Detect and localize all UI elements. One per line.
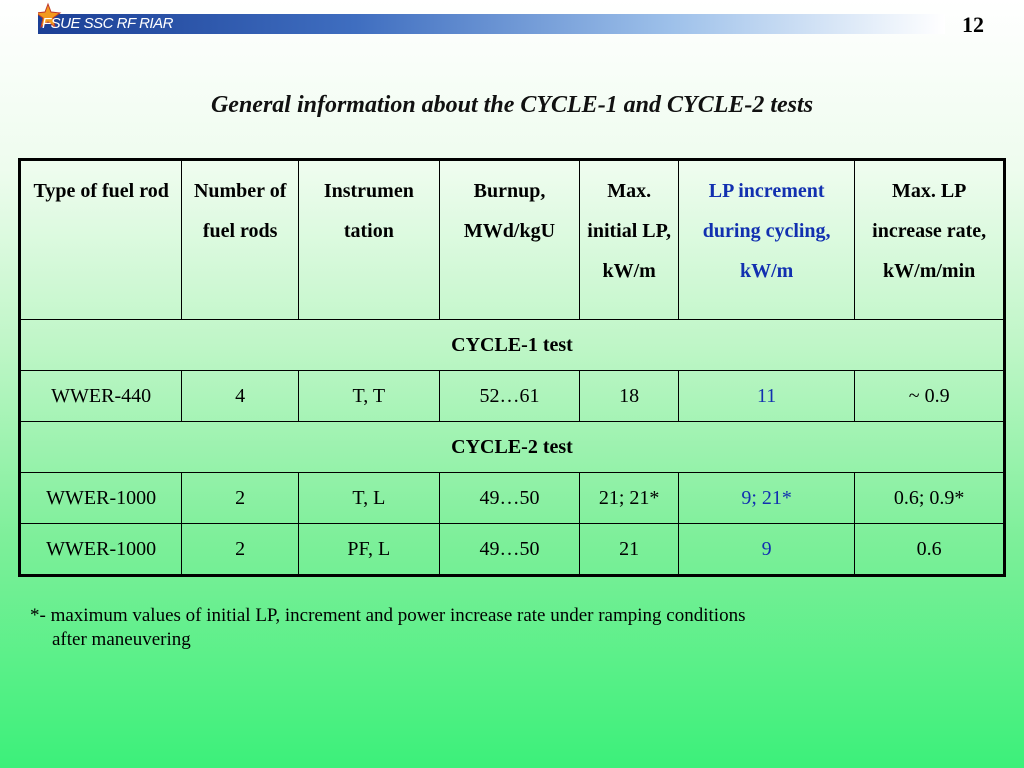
cell-lp-increment: 11 xyxy=(677,370,856,422)
cell-instrumentation: T, L xyxy=(298,472,440,524)
section-label: CYCLE-1 test xyxy=(19,319,1005,371)
cell-rod-count: 2 xyxy=(181,472,299,524)
column-header-rod-count: Number of fuel rods xyxy=(181,159,299,320)
column-header-instrumentation: Instrumen tation xyxy=(298,159,440,320)
column-header-max-lp-rate: Max. LP increase rate, kW/m/min xyxy=(854,159,1005,320)
footnote-line-1: *- maximum values of initial LP, increme… xyxy=(30,605,746,626)
column-header-lp-increment: LP increment during cycling, kW/m xyxy=(677,159,856,320)
section-row-cycle-1: CYCLE-1 test xyxy=(19,319,1005,371)
cell-fuel-rod-type: WWER-1000 xyxy=(18,523,183,576)
table-header-row: Type of fuel rod Number of fuel rods Ins… xyxy=(18,159,1005,320)
fuel-rod-tests-table: Type of fuel rod Number of fuel rods Ins… xyxy=(18,158,1006,577)
column-header-burnup: Burnup, MWd/kgU xyxy=(438,159,581,320)
cell-lp-increment: 9 xyxy=(677,523,856,576)
table-row: WWER-440 4 T, T 52…61 18 11 ~ 0.9 xyxy=(18,370,1005,422)
cell-rod-count: 4 xyxy=(181,370,299,422)
table-row: WWER-1000 2 PF, L 49…50 21 9 0.6 xyxy=(18,523,1005,576)
footnote: *- maximum values of initial LP, increme… xyxy=(30,604,930,652)
cell-max-lp-rate: ~ 0.9 xyxy=(854,370,1005,422)
cell-instrumentation: PF, L xyxy=(298,523,440,576)
cell-lp-increment: 9; 21* xyxy=(677,472,856,524)
table-row: WWER-1000 2 T, L 49…50 21; 21* 9; 21* 0.… xyxy=(18,472,1005,524)
column-header-max-initial-lp: Max. initial LP, kW/m xyxy=(579,159,679,320)
cell-burnup: 49…50 xyxy=(438,472,581,524)
cell-max-initial-lp: 18 xyxy=(579,370,679,422)
logo-text: FSUE SSC RF RIAR xyxy=(42,15,173,32)
cell-rod-count: 2 xyxy=(181,523,299,576)
cell-max-lp-rate: 0.6 xyxy=(854,523,1005,576)
slide-title: General information about the CYCLE-1 an… xyxy=(210,92,814,118)
cell-burnup: 49…50 xyxy=(438,523,581,576)
cell-max-lp-rate: 0.6; 0.9* xyxy=(854,472,1005,524)
cell-burnup: 52…61 xyxy=(438,370,581,422)
cell-fuel-rod-type: WWER-1000 xyxy=(18,472,183,524)
page-number: 12 xyxy=(962,12,984,37)
section-label: CYCLE-2 test xyxy=(19,421,1005,473)
footnote-line-2: after maneuvering xyxy=(52,629,191,650)
section-row-cycle-2: CYCLE-2 test xyxy=(19,421,1005,473)
cell-instrumentation: T, T xyxy=(298,370,440,422)
header-bar xyxy=(38,14,945,34)
cell-fuel-rod-type: WWER-440 xyxy=(18,370,183,422)
cell-max-initial-lp: 21; 21* xyxy=(579,472,679,524)
logo-star-icon xyxy=(38,2,62,29)
cell-max-initial-lp: 21 xyxy=(579,523,679,576)
column-header-fuel-rod-type: Type of fuel rod xyxy=(18,159,183,320)
